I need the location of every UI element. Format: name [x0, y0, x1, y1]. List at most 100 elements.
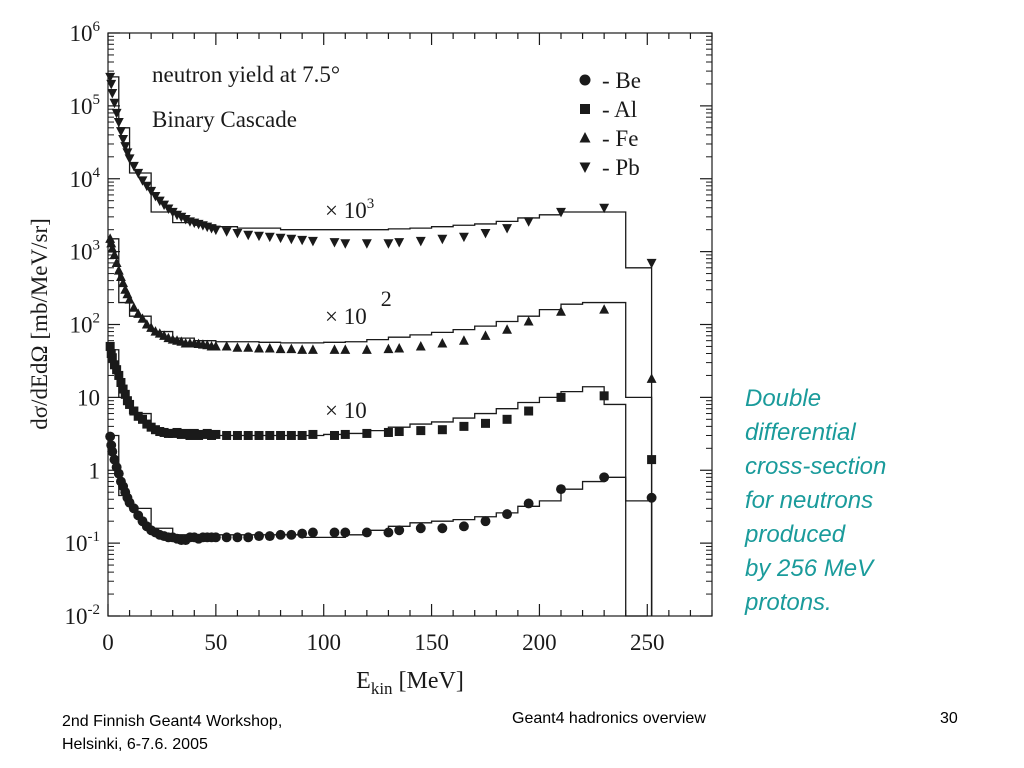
- data-point-triangle-down: [111, 108, 122, 119]
- data-point-square: [222, 430, 232, 440]
- data-point-triangle-up: [394, 342, 405, 353]
- data-point-triangle-up: [340, 344, 351, 354]
- legend-marker-triangle-down: [579, 162, 591, 173]
- data-point-circle: [480, 516, 491, 527]
- legend-label: - Be: [602, 68, 641, 93]
- data-point-square: [437, 425, 447, 435]
- data-point-circle: [286, 529, 297, 540]
- data-point-circle: [210, 532, 221, 543]
- footer-page-number: 30: [940, 710, 958, 727]
- legend-marker-triangle-up: [579, 132, 591, 143]
- caption-line: protons.: [745, 589, 832, 616]
- data-point-circle: [361, 527, 372, 538]
- data-point-square: [232, 430, 242, 440]
- data-point-square: [116, 377, 126, 387]
- data-point-triangle-down: [243, 230, 254, 241]
- data-point-square: [276, 430, 286, 440]
- data-point-circle: [232, 532, 243, 543]
- data-point-circle: [415, 523, 426, 534]
- data-point-triangle-up: [106, 237, 117, 248]
- data-point-triangle-down: [109, 98, 120, 109]
- y-tick-label: 1: [89, 458, 101, 483]
- y-axis-label: dσ/dEdΩ [mb/MeV/sr]: [27, 218, 52, 430]
- data-point-triangle-down: [340, 239, 351, 249]
- data-point-triangle-up: [221, 341, 232, 351]
- data-point-triangle-down: [105, 72, 116, 83]
- footer-title: Geant4 hadronics overview: [512, 710, 706, 727]
- data-point-circle: [275, 529, 286, 540]
- data-point-circle: [264, 531, 275, 542]
- data-point-circle: [107, 446, 118, 457]
- data-point-circle: [307, 527, 318, 538]
- x-tick-label: 100: [306, 630, 341, 655]
- footer-event: 2nd Finnish Geant4 Workshop, Helsinki, 6…: [62, 710, 282, 756]
- data-point-triangle-down: [120, 142, 131, 152]
- data-point-square: [125, 399, 135, 409]
- data-point-triangle-up: [243, 342, 254, 352]
- data-point-triangle-down: [107, 88, 118, 99]
- legend-marker-square: [580, 104, 590, 114]
- data-point-triangle-down: [599, 203, 610, 214]
- caption-line: cross-section: [745, 453, 887, 480]
- x-axis-label-main: E: [356, 668, 371, 694]
- data-point-triangle-down: [646, 258, 657, 269]
- data-point-triangle-up: [297, 344, 308, 354]
- data-point-square: [211, 429, 221, 439]
- histogram-circle: [108, 434, 653, 616]
- data-point-circle: [502, 509, 513, 520]
- data-point-triangle-down: [133, 168, 144, 179]
- data-point-square: [556, 392, 566, 402]
- footer-event-line1: 2nd Finnish Geant4 Workshop,: [62, 713, 283, 730]
- data-point-triangle-up: [599, 304, 610, 314]
- data-point-triangle-up: [109, 249, 120, 260]
- data-point-triangle-up: [137, 313, 148, 323]
- data-point-square: [647, 455, 657, 465]
- data-point-triangle-up: [128, 302, 139, 312]
- data-point-triangle-down: [210, 225, 221, 236]
- data-point-square: [129, 406, 139, 416]
- data-point-triangle-down: [221, 227, 232, 237]
- data-point-square: [330, 430, 339, 440]
- data-point-square: [599, 391, 609, 401]
- y-tick-label: 104: [70, 165, 101, 192]
- data-point-triangle-down: [556, 207, 566, 218]
- data-point-circle: [556, 484, 566, 495]
- data-point-circle: [383, 527, 394, 538]
- data-point-triangle-down: [232, 228, 243, 239]
- chart: 0 50 100 150 200 250 10610510410310210110-110…: [27, 19, 713, 698]
- data-point-circle: [437, 523, 448, 534]
- scale-annotation: × 10: [325, 398, 367, 423]
- data-point-triangle-up: [111, 257, 122, 267]
- data-point-triangle-down: [115, 127, 126, 137]
- data-point-triangle-up: [275, 343, 286, 354]
- data-point-square: [118, 384, 128, 394]
- data-point-square: [362, 428, 372, 438]
- data-point-square: [109, 360, 119, 370]
- footer-event-line2: Helsinki, 6-7.6. 2005: [62, 736, 208, 753]
- y-tick-label: 106: [70, 19, 101, 46]
- data-point-triangle-up: [361, 344, 372, 354]
- data-point-square: [340, 429, 350, 439]
- data-point-triangle-up: [210, 341, 221, 351]
- data-point-circle: [254, 531, 264, 542]
- data-point-circle: [394, 525, 405, 536]
- data-point-triangle-down: [458, 232, 469, 243]
- legend: - Be - Al - Fe - Pb: [579, 68, 641, 180]
- data-point-triangle-up: [523, 316, 534, 326]
- data-point-square: [120, 389, 130, 399]
- data-point-square: [383, 427, 393, 437]
- data-point-triangle-up: [329, 344, 340, 354]
- data-point-triangle-up: [133, 308, 144, 318]
- y-tick-label: 10-1: [65, 529, 101, 556]
- scale-annotation: × 102: [325, 286, 392, 329]
- data-point-triangle-up: [383, 343, 394, 354]
- data-point-triangle-up: [264, 342, 275, 353]
- caption-line: Double: [745, 385, 822, 412]
- annotations: × 103 × 102 × 10: [325, 196, 392, 423]
- y-tick-label: 10: [77, 385, 100, 410]
- data-point-triangle-up: [556, 306, 566, 316]
- x-axis-label-sub: kin: [371, 679, 393, 698]
- data-point-triangle-down: [106, 79, 117, 90]
- data-point-square: [394, 427, 404, 437]
